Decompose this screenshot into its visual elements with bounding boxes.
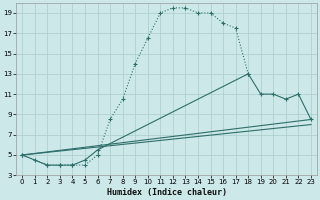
X-axis label: Humidex (Indice chaleur): Humidex (Indice chaleur) (107, 188, 227, 197)
